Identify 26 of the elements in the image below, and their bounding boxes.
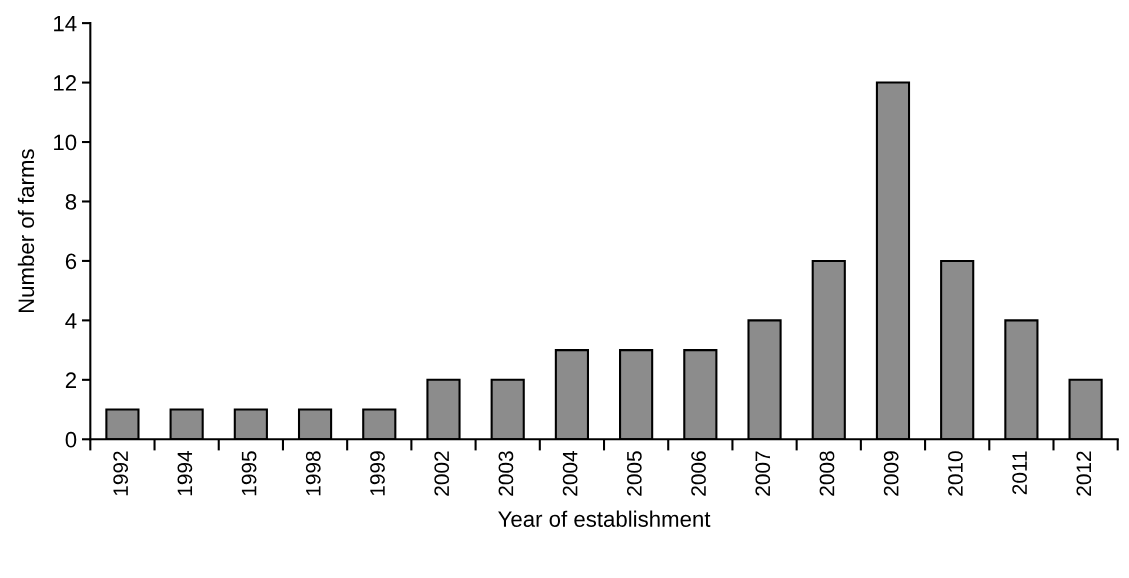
x-tick-label: 2012 [1076,451,1092,496]
x-tick-label: 2006 [691,451,706,496]
x-tick-label: 2004 [562,451,578,496]
y-tick-label: 0 [65,431,77,448]
x-tick-label: 1994 [177,451,193,496]
x-tick-label: 1995 [241,451,257,496]
y-tick-label: 2 [65,372,77,388]
x-tick-label: 1999 [370,451,385,496]
x-axis-title: Year of establishment [498,510,711,527]
x-tick-label: 2011 [1012,451,1027,495]
x-tick-label: 2003 [498,451,514,496]
y-tick-label: 10 [54,134,77,151]
x-tick-label: 2009 [883,451,899,496]
y-tick-label: 14 [54,15,77,32]
y-tick-label: 8 [65,194,77,210]
x-tick-label: 2007 [755,451,771,496]
x-tick-label: 1998 [305,451,321,496]
x-tick-label: 2005 [626,451,642,496]
x-tick-label: 2002 [434,451,450,496]
x-tick-label: 1992 [113,451,129,496]
y-tick-label: 6 [65,253,77,270]
y-tick-label: 12 [54,75,77,91]
x-tick-label: 2010 [948,451,963,496]
y-tick-label: 4 [65,313,77,329]
x-tick-label: 2008 [819,451,835,496]
y-axis-title: Number of farms [17,149,35,313]
